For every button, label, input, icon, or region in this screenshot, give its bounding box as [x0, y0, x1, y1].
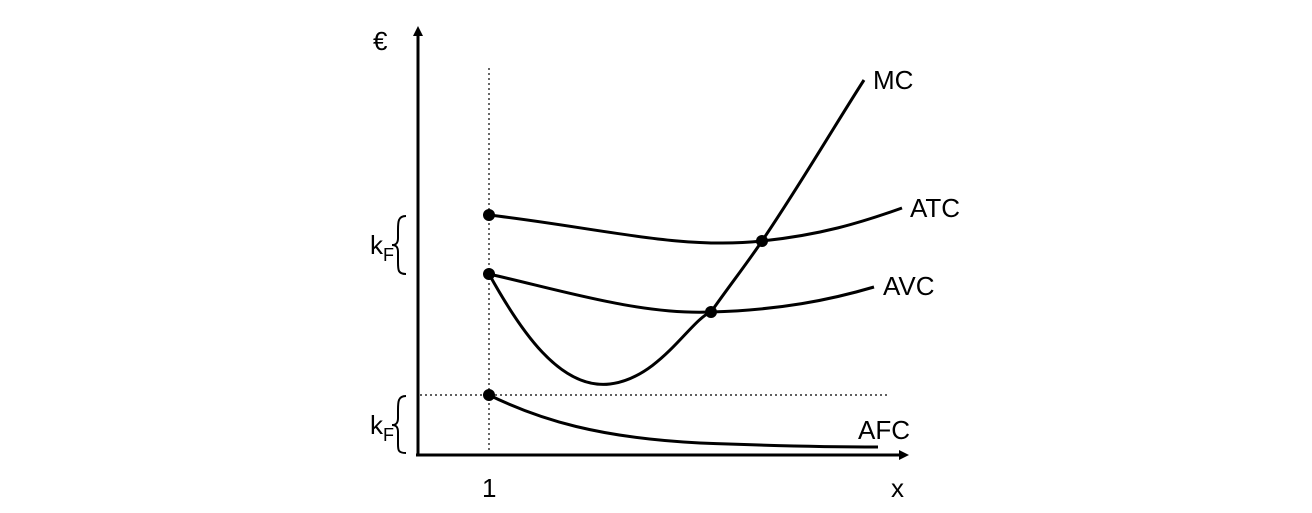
x-axis-label: x	[891, 473, 904, 503]
brace-label-upper-sub: F	[383, 245, 394, 265]
brace-label-upper-main: k	[370, 230, 384, 260]
mc-avc-intersection	[705, 306, 717, 318]
mc-label: MC	[873, 65, 913, 95]
afc-curve	[488, 393, 879, 449]
avc-label: AVC	[883, 271, 935, 301]
avc-curve	[488, 272, 875, 314]
brace-label-lower-main: k	[370, 410, 384, 440]
atc-label: ATC	[910, 193, 960, 223]
brace-label-lower: k F	[370, 410, 394, 445]
afc-point-at-1	[483, 389, 495, 401]
brace-lower	[391, 395, 407, 454]
mc-atc-intersection	[756, 235, 768, 247]
brace-label-lower-sub: F	[383, 425, 394, 445]
afc-label: AFC	[858, 415, 910, 445]
y-axis-label: €	[373, 26, 388, 56]
mc-curve	[487, 79, 866, 386]
brace-upper	[391, 215, 407, 275]
brace-label-upper: k F	[370, 230, 394, 265]
x-tick-label-1: 1	[482, 473, 496, 503]
avc-point-at-1	[483, 268, 495, 280]
atc-point-at-1	[483, 209, 495, 221]
atc-curve	[488, 206, 903, 245]
